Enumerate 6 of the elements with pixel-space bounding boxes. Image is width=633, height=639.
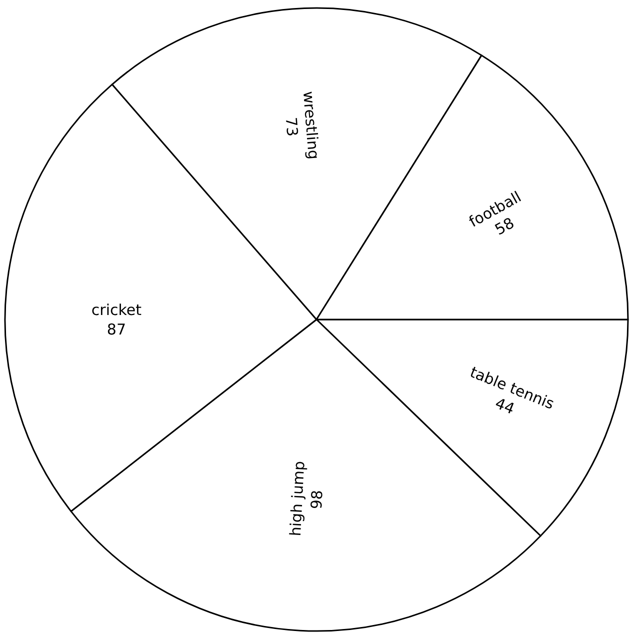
- data-label: 87: [106, 320, 126, 338]
- data-label: 98: [307, 490, 326, 510]
- slice-label: cricket: [91, 300, 142, 319]
- data-label: 73: [282, 116, 302, 138]
- slice-label: wrestling: [299, 90, 323, 160]
- slice-label: high jump: [286, 460, 308, 537]
